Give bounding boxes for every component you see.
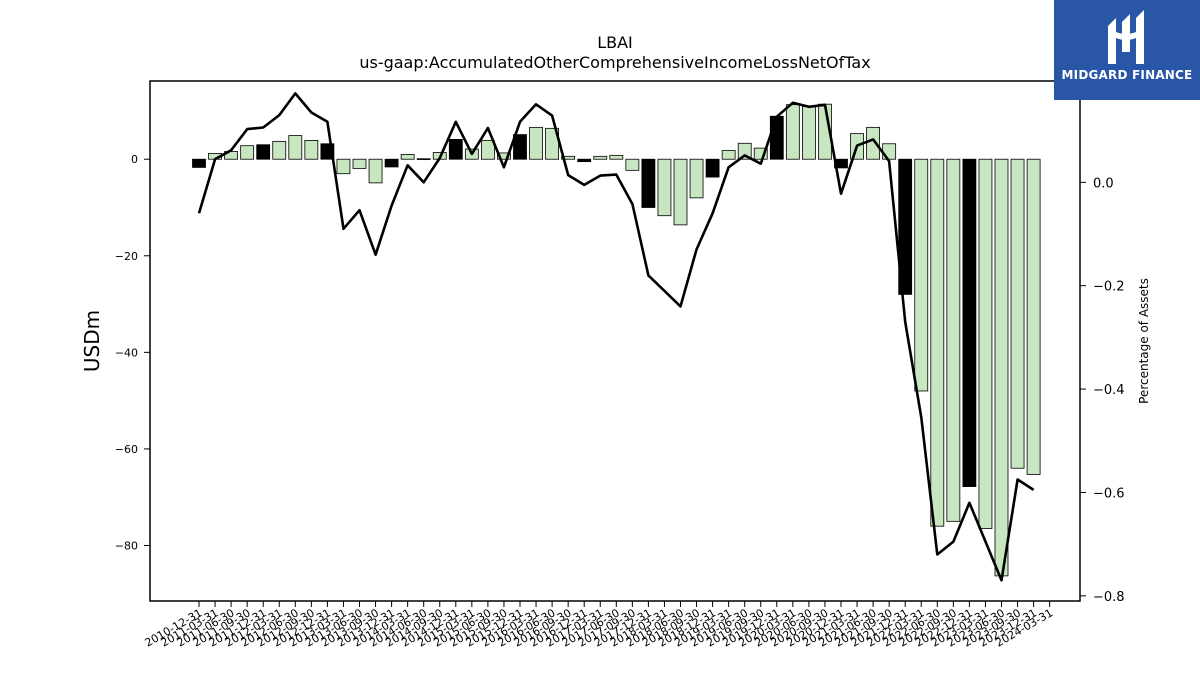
- bar: [994, 158, 1009, 577]
- y-axis-right: 0.0 −0.2 −0.4 −0.6 −0.8: [1080, 176, 1125, 605]
- bar: [802, 106, 816, 160]
- bar: [1010, 158, 1025, 469]
- bar: [384, 158, 399, 168]
- y-tick-label: −40: [115, 346, 138, 359]
- bar: [689, 158, 704, 199]
- bar: [978, 158, 993, 529]
- y2-tick-label: −0.8: [1093, 590, 1125, 605]
- line-series: [197, 92, 1035, 582]
- bar: [753, 147, 768, 160]
- bar: [962, 158, 977, 487]
- y2-axis-label: Percentage of Assets: [1137, 278, 1151, 404]
- bar: [288, 135, 303, 160]
- bar: [914, 158, 929, 392]
- bar: [304, 139, 319, 160]
- y2-tick-label: −0.4: [1093, 383, 1125, 398]
- bar: [593, 155, 608, 160]
- y2-tick-label: 0.0: [1093, 176, 1114, 191]
- bar: [272, 140, 287, 160]
- bar: [1026, 158, 1041, 475]
- bar: [448, 139, 463, 160]
- bar: [400, 153, 415, 160]
- bar: [192, 158, 206, 168]
- brand-name: MIDGARD FINANCE: [1061, 68, 1193, 82]
- bar: [657, 158, 672, 217]
- bar-series: [192, 103, 1041, 577]
- y-axis-left: 0 −20 −40 −60 −80: [115, 153, 150, 552]
- bar: [705, 158, 720, 178]
- y2-tick-label: −0.2: [1093, 280, 1125, 295]
- y-axis-label: USDm: [80, 310, 104, 372]
- brand-logo: MIDGARD FINANCE: [1054, 0, 1200, 100]
- chart-title: LBAI: [597, 33, 633, 52]
- line-path: [197, 92, 1035, 582]
- y-tick-label: −80: [115, 539, 138, 552]
- bar: [577, 158, 592, 163]
- bar: [769, 115, 784, 160]
- bar: [561, 155, 576, 160]
- bar: [256, 144, 271, 160]
- bar: [368, 158, 383, 184]
- bar: [625, 158, 640, 171]
- midgard-logo-icon: [1108, 10, 1144, 64]
- bar: [785, 104, 800, 160]
- bar: [352, 158, 367, 169]
- y-tick-label: −60: [115, 443, 138, 456]
- bar: [641, 158, 656, 208]
- x-axis: 2010-12-312011-03-312011-06-302011-09-30…: [143, 601, 1055, 650]
- bar: [946, 158, 961, 522]
- plot-frame: [149, 80, 1081, 602]
- bar: [737, 142, 752, 160]
- bar: [898, 158, 913, 295]
- bar: [240, 145, 255, 160]
- y2-tick-label: −0.6: [1093, 486, 1125, 501]
- chart-subtitle: us-gaap:AccumulatedOtherComprehensiveInc…: [359, 53, 870, 72]
- bar: [721, 150, 736, 160]
- bar: [930, 158, 945, 527]
- bar: [336, 158, 351, 175]
- y-tick-label: 0: [131, 153, 138, 166]
- bar: [497, 152, 511, 160]
- bar: [673, 158, 688, 226]
- bar: [866, 126, 880, 160]
- bar: [480, 139, 495, 160]
- bar: [529, 126, 543, 160]
- bar: [513, 134, 527, 160]
- y-tick-label: −20: [115, 250, 138, 263]
- bar: [416, 158, 431, 160]
- bar: [609, 154, 624, 160]
